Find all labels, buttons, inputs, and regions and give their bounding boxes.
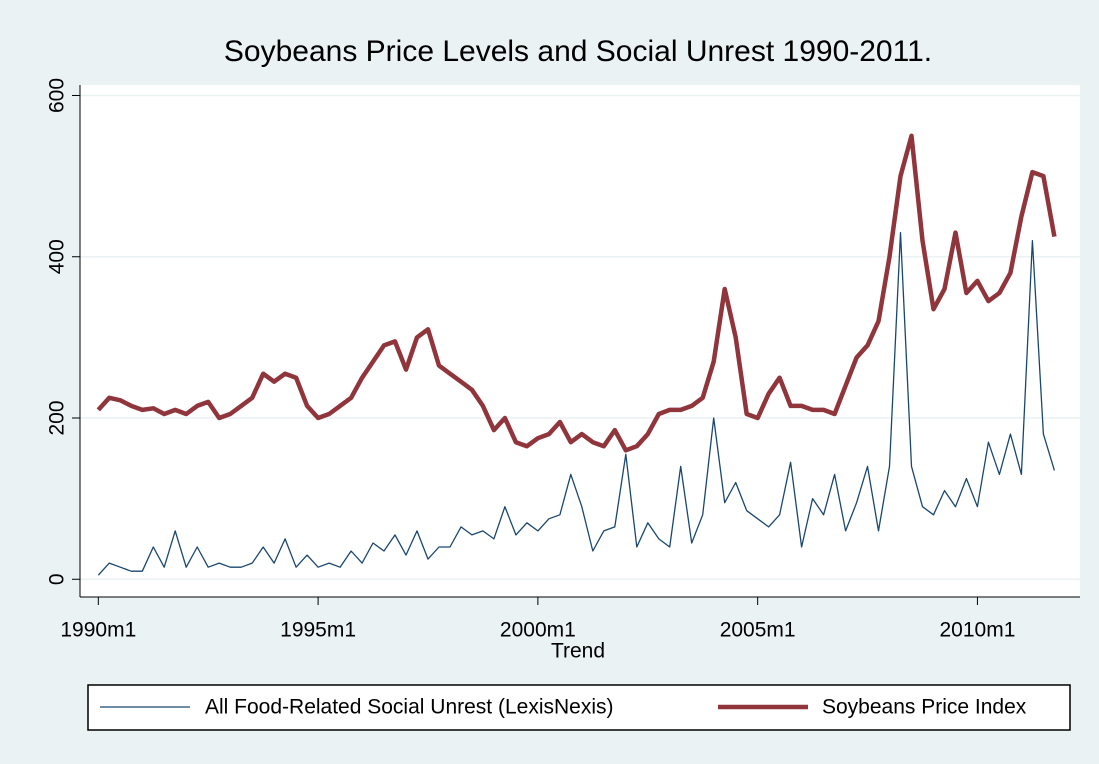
x-tick-label: 2010m1 (939, 619, 1015, 642)
y-tick-label: 0 (46, 573, 69, 585)
x-tick-label: 2005m1 (720, 619, 796, 642)
chart-title: Soybeans Price Levels and Social Unrest … (224, 35, 932, 68)
legend-label: All Food-Related Social Unrest (LexisNex… (205, 696, 614, 719)
x-tick-label: 1990m1 (60, 619, 136, 642)
legend-label: Soybeans Price Index (822, 696, 1027, 719)
legend-box (87, 684, 1071, 731)
y-tick-label: 600 (46, 78, 69, 113)
legend: All Food-Related Social Unrest (LexisNex… (100, 696, 1027, 719)
x-axis-label: Trend (551, 640, 605, 663)
series-line (97, 231, 1056, 576)
y-tick-label: 200 (46, 400, 69, 435)
x-tick-label: 2000m1 (500, 619, 576, 642)
x-tick-label: 1995m1 (280, 619, 356, 642)
y-tick-label: 400 (46, 239, 69, 274)
series-line (96, 133, 1057, 453)
plot-area (80, 85, 1080, 597)
